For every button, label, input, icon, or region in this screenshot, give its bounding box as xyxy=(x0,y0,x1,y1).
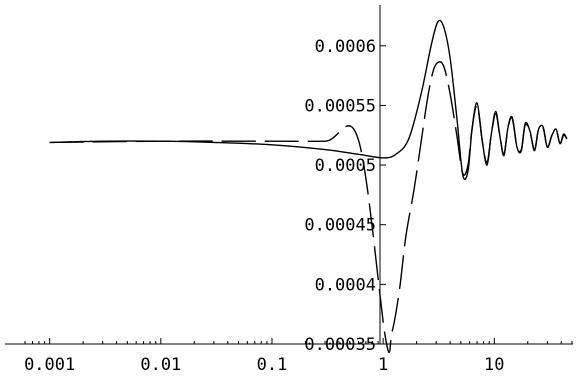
y-tick-label: 0.0006 xyxy=(315,37,376,57)
x-tick-label: 0.01 xyxy=(140,355,181,375)
series-line-dashed xyxy=(49,61,568,354)
y-tick-label: 0.0005 xyxy=(315,156,376,176)
x-tick-label: 10 xyxy=(484,355,504,375)
y-tick-label: 0.00035 xyxy=(304,335,376,355)
x-ticks: 0.001 0.01 0.1 1 10 xyxy=(24,338,573,375)
x-tick-label: 0.1 xyxy=(257,355,288,375)
y-tick-label: 0.0004 xyxy=(315,275,376,295)
y-tick-label: 0.00045 xyxy=(304,216,376,236)
x-tick-label: 0.001 xyxy=(24,355,75,375)
y-ticks: 0.00035 0.0004 0.00045 0.0005 0.00055 0.0006 xyxy=(304,37,386,355)
y-tick-label: 0.00055 xyxy=(304,96,376,116)
x-tick-label: 1 xyxy=(378,355,388,375)
series-layer xyxy=(49,19,568,354)
